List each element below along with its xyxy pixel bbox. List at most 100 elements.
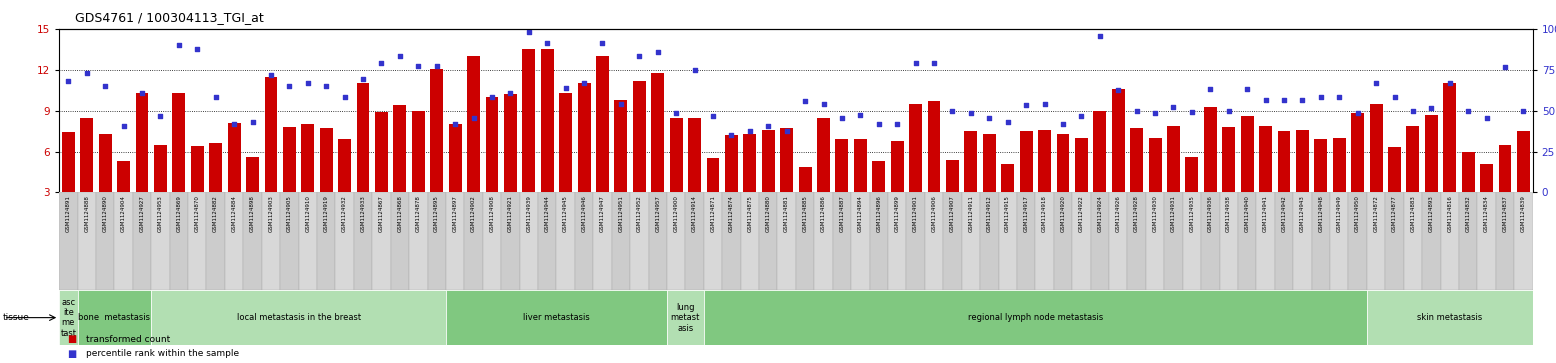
- Text: GSM1124874: GSM1124874: [728, 195, 734, 232]
- Text: GSM1124950: GSM1124950: [1355, 195, 1360, 232]
- Bar: [317, 192, 336, 290]
- Point: [240, 119, 265, 125]
- Bar: [1223, 127, 1235, 192]
- Point: [738, 128, 762, 134]
- Bar: [391, 192, 409, 290]
- Bar: [1038, 130, 1050, 192]
- Point: [1253, 97, 1277, 103]
- Bar: [98, 134, 112, 192]
- Text: GSM1124935: GSM1124935: [1189, 195, 1195, 232]
- Bar: [907, 192, 924, 290]
- Bar: [557, 192, 574, 290]
- Bar: [336, 192, 353, 290]
- Bar: [447, 192, 464, 290]
- Text: GSM1124869: GSM1124869: [176, 195, 182, 232]
- Text: GSM1124867: GSM1124867: [380, 195, 384, 232]
- Text: GSM1124884: GSM1124884: [232, 195, 237, 232]
- Bar: [1293, 192, 1312, 290]
- Bar: [96, 192, 115, 290]
- Point: [1050, 122, 1075, 127]
- Point: [1456, 108, 1481, 114]
- Text: GSM1124890: GSM1124890: [103, 195, 107, 232]
- Bar: [759, 192, 778, 290]
- Bar: [1460, 192, 1477, 290]
- Text: GSM1124906: GSM1124906: [932, 195, 937, 232]
- Bar: [652, 73, 664, 192]
- Point: [1363, 81, 1388, 86]
- Bar: [943, 192, 962, 290]
- Bar: [520, 192, 538, 290]
- Bar: [501, 192, 520, 290]
- Bar: [117, 161, 131, 192]
- Text: GSM1124943: GSM1124943: [1299, 195, 1305, 232]
- Bar: [464, 192, 482, 290]
- Bar: [1240, 116, 1254, 192]
- Bar: [375, 112, 387, 192]
- Text: ■: ■: [67, 349, 76, 359]
- Text: GSM1124883: GSM1124883: [1410, 195, 1416, 232]
- Point: [1474, 115, 1498, 121]
- Text: GSM1124947: GSM1124947: [601, 195, 605, 232]
- Bar: [226, 192, 243, 290]
- Point: [977, 115, 1002, 121]
- Text: GSM1124904: GSM1124904: [121, 195, 126, 232]
- Bar: [299, 192, 317, 290]
- Text: GSM1124905: GSM1124905: [286, 195, 293, 232]
- Bar: [1018, 192, 1035, 290]
- Point: [682, 67, 706, 73]
- Text: GSM1124834: GSM1124834: [1484, 195, 1489, 232]
- Bar: [685, 192, 703, 290]
- Bar: [1441, 192, 1460, 290]
- Text: GSM1124911: GSM1124911: [968, 195, 974, 232]
- Bar: [431, 69, 443, 192]
- Bar: [965, 131, 977, 192]
- Bar: [924, 192, 943, 290]
- Text: GSM1124894: GSM1124894: [857, 195, 864, 232]
- Bar: [448, 124, 462, 192]
- Bar: [1480, 164, 1494, 192]
- Bar: [135, 93, 148, 192]
- Bar: [485, 97, 498, 192]
- Point: [902, 60, 927, 66]
- Point: [387, 53, 412, 59]
- Bar: [797, 192, 814, 290]
- Point: [1217, 108, 1242, 114]
- Bar: [688, 118, 702, 192]
- Point: [406, 63, 431, 69]
- Text: ■: ■: [67, 334, 76, 344]
- Bar: [980, 192, 999, 290]
- Text: GSM1124901: GSM1124901: [913, 195, 918, 232]
- Point: [258, 73, 283, 78]
- Text: GSM1124927: GSM1124927: [140, 195, 145, 232]
- Bar: [1259, 126, 1271, 192]
- Bar: [744, 134, 756, 192]
- Point: [425, 63, 450, 69]
- Point: [331, 94, 356, 100]
- Bar: [1183, 192, 1201, 290]
- Text: GSM1124870: GSM1124870: [194, 195, 199, 232]
- Bar: [780, 129, 794, 192]
- Text: GSM1124900: GSM1124900: [674, 195, 678, 232]
- Bar: [151, 290, 447, 345]
- Text: GSM1124915: GSM1124915: [1005, 195, 1010, 232]
- Bar: [722, 192, 741, 290]
- Bar: [1128, 192, 1145, 290]
- Bar: [559, 93, 573, 192]
- Text: liver metastasis: liver metastasis: [523, 313, 590, 322]
- Bar: [115, 192, 132, 290]
- Text: GSM1124902: GSM1124902: [471, 195, 476, 232]
- Text: transformed count: transformed count: [86, 335, 170, 344]
- Bar: [338, 139, 352, 192]
- Point: [1290, 97, 1315, 103]
- Bar: [741, 192, 759, 290]
- Point: [829, 115, 854, 121]
- Text: GSM1124936: GSM1124936: [1207, 195, 1212, 232]
- Bar: [612, 192, 630, 290]
- Bar: [78, 290, 151, 345]
- Bar: [962, 192, 980, 290]
- Point: [1492, 64, 1517, 70]
- Bar: [1366, 290, 1533, 345]
- Point: [479, 94, 504, 100]
- Bar: [873, 161, 885, 192]
- Point: [719, 132, 744, 138]
